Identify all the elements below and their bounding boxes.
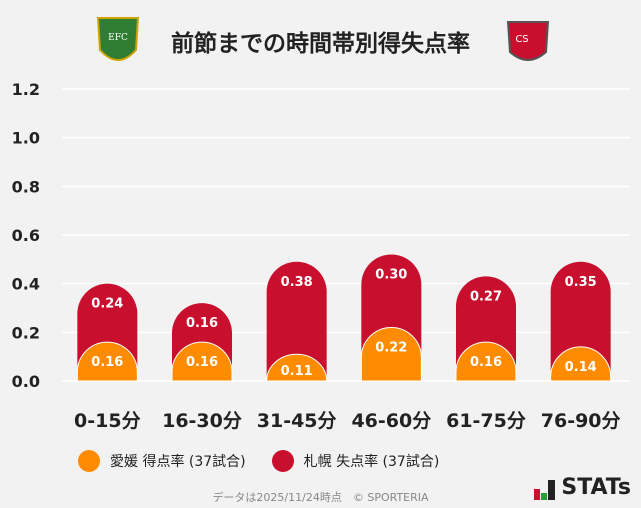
data-label-sapporo: 0.16	[186, 316, 218, 331]
legend: 愛媛 得点率 (37試合) 札幌 失点率 (37試合)	[78, 450, 439, 472]
bar-ehime	[360, 327, 422, 382]
ehime-logo-text: EFC	[108, 33, 128, 43]
y-tick-label: 0.2	[12, 323, 40, 342]
bar-sapporo	[266, 261, 327, 381]
stats-logo: STATs	[534, 475, 631, 500]
x-tick-label: 0-15分	[74, 410, 141, 432]
consadole-logo-text: CS	[515, 34, 528, 45]
legend-swatch-red	[271, 450, 294, 472]
x-tick-label: 31-45分	[257, 410, 337, 432]
data-label-ehime: 0.16	[470, 355, 502, 370]
stats-brand: STATs	[561, 475, 631, 500]
legend-item-ehime: 愛媛 得点率 (37試合)	[78, 450, 246, 472]
data-label-ehime: 0.16	[91, 355, 123, 370]
x-tick-label: 76-90分	[541, 410, 621, 432]
x-tick-label: 61-75分	[446, 410, 526, 432]
bar-ehime	[550, 346, 612, 382]
data-label-sapporo: 0.38	[281, 275, 313, 290]
legend-label: 札幌 失点率 (37試合)	[303, 454, 440, 470]
y-tick-label: 0.6	[12, 226, 40, 245]
data-label-sapporo: 0.35	[565, 275, 597, 290]
y-tick-label: 1.0	[12, 129, 40, 148]
data-label-sapporo: 0.30	[375, 267, 407, 282]
x-tick-label: 46-60分	[351, 410, 431, 432]
footer-note: データは2025/11/24時点 © SPORTERIA	[212, 491, 429, 504]
data-label-sapporo: 0.24	[91, 297, 123, 312]
stats-bars-icon	[534, 480, 556, 500]
y-tick-label: 0.0	[12, 372, 40, 391]
data-label-ehime: 0.14	[565, 360, 597, 375]
y-tick-label: 1.2	[12, 80, 40, 99]
ehime-fc-logo	[96, 17, 140, 61]
consadole-logo	[506, 21, 550, 61]
bar-ehime	[455, 341, 517, 382]
data-label-ehime: 0.16	[186, 355, 218, 370]
y-tick-label: 0.4	[12, 275, 40, 294]
legend-label: 愛媛 得点率 (37試合)	[110, 454, 246, 470]
chart-title: 前節までの時間帯別得失点率	[171, 31, 470, 57]
bar-ehime	[76, 341, 138, 382]
x-tick-label: 16-30分	[162, 410, 242, 432]
legend-item-sapporo: 札幌 失点率 (37試合)	[271, 450, 440, 472]
legend-swatch-orange	[78, 450, 100, 472]
y-tick-label: 0.8	[12, 177, 40, 196]
bar-ehime	[266, 353, 328, 382]
bar-ehime	[171, 341, 233, 382]
data-label-ehime: 0.11	[281, 364, 313, 379]
data-label-ehime: 0.22	[375, 340, 407, 355]
data-label-sapporo: 0.27	[470, 289, 502, 304]
